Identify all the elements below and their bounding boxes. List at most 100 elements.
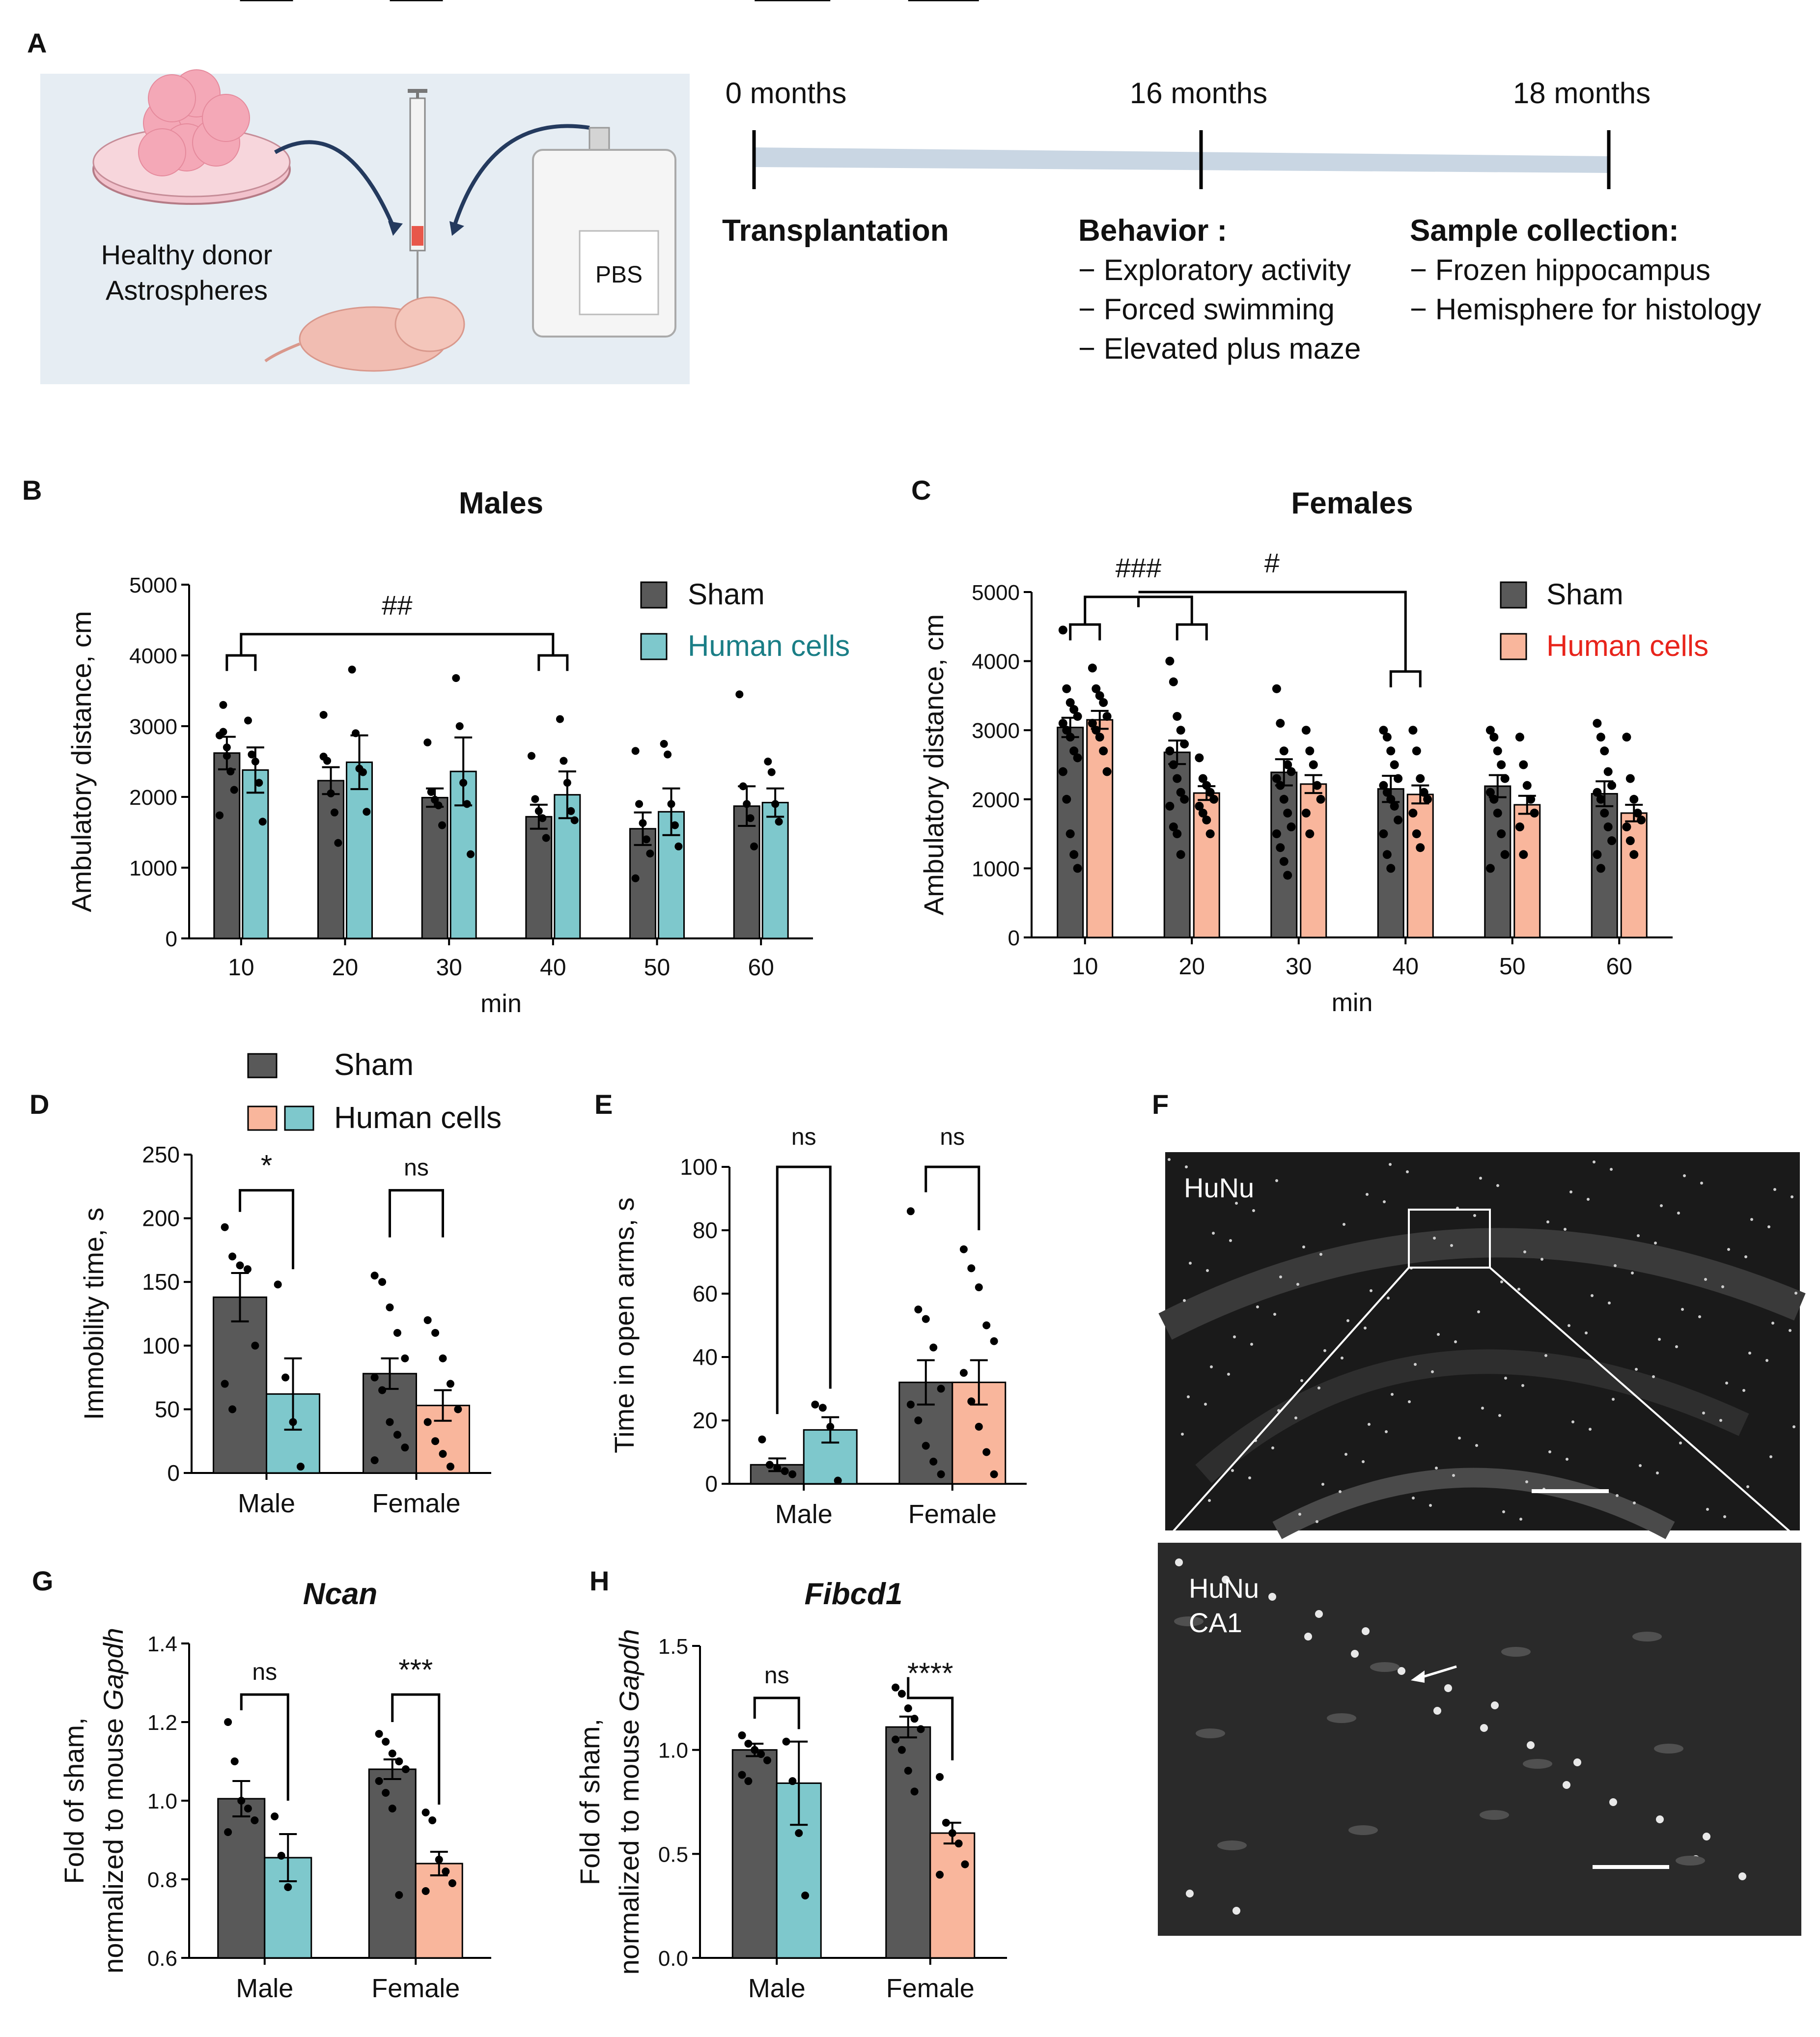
data-point <box>739 782 747 791</box>
comparison-bracket <box>240 633 555 655</box>
nucleus-dot <box>1256 1305 1259 1308</box>
y-tick-label: 150 <box>142 1269 180 1295</box>
data-point <box>1058 719 1067 728</box>
data-point <box>1102 712 1112 721</box>
nucleus-dot <box>1591 1294 1594 1297</box>
data-point <box>446 1380 454 1388</box>
nucleus-dot <box>1398 1667 1405 1675</box>
data-point <box>929 1343 938 1352</box>
y-tick-label: 0.8 <box>147 1868 177 1892</box>
y-axis-label: Time in open arms, s <box>609 1197 640 1453</box>
data-point <box>788 1777 797 1785</box>
nucleus-dot <box>1368 1423 1371 1426</box>
data-point <box>370 1272 379 1280</box>
nucleus-dot <box>1475 1444 1478 1447</box>
y-axis-label: Immobility time, s <box>78 1208 109 1420</box>
data-point <box>1500 774 1510 783</box>
data-point <box>1625 774 1635 783</box>
data-point <box>1065 733 1075 742</box>
tissue-streak <box>1676 1856 1705 1866</box>
data-point <box>1165 801 1175 811</box>
timeline-event-item: − Elevated plus maze <box>1078 332 1361 365</box>
data-point <box>1062 726 1071 735</box>
bar <box>242 769 269 939</box>
data-point <box>639 819 647 827</box>
data-point <box>1386 864 1396 873</box>
data-point <box>904 1767 912 1775</box>
data-point <box>230 786 238 794</box>
data-point <box>423 1418 432 1426</box>
data-point <box>892 1683 900 1692</box>
data-point <box>534 807 543 815</box>
data-point <box>538 814 547 822</box>
nucleus-dot <box>1660 1204 1663 1207</box>
data-point <box>1408 808 1418 818</box>
data-point <box>248 750 256 759</box>
data-point <box>743 800 751 808</box>
nucleus-dot <box>1321 1483 1324 1486</box>
data-point <box>1279 746 1288 756</box>
nucleus-dot <box>1571 1420 1574 1423</box>
nucleus-dot <box>1546 1220 1549 1223</box>
legend-swatch-sham <box>1500 581 1527 609</box>
bottle-label <box>579 230 659 315</box>
nucleus-dot <box>1654 1242 1657 1245</box>
significance-label: * <box>261 1149 272 1182</box>
data-point <box>1485 864 1495 873</box>
nucleus-dot <box>1656 1471 1659 1474</box>
significance-bracket <box>907 1677 954 1760</box>
data-point <box>1099 698 1108 707</box>
y-tick-label: 1.0 <box>658 1739 688 1763</box>
x-tick-label: 60 <box>748 955 774 981</box>
data-point <box>922 1442 930 1450</box>
data-point <box>771 800 780 808</box>
significance-label: # <box>1264 547 1280 578</box>
data-point <box>527 752 535 760</box>
data-point <box>531 795 539 803</box>
significance-bracket <box>391 1693 441 1805</box>
data-point <box>904 1704 912 1712</box>
data-point <box>1202 815 1211 824</box>
nucleus-dot <box>1573 1758 1581 1766</box>
y-tick-label: 4000 <box>972 650 1020 674</box>
nucleus-dot <box>1585 1331 1588 1334</box>
bar <box>421 796 448 939</box>
nucleus-dot <box>1608 1301 1611 1304</box>
legend-label-sham: Sham <box>334 1048 414 1082</box>
nucleus-dot <box>1454 1340 1457 1343</box>
nucleus-dot <box>1548 1450 1551 1453</box>
nucleus-dot <box>1540 1258 1543 1261</box>
y-tick-label: 2000 <box>972 788 1020 812</box>
x-tick-label: Male <box>775 1499 833 1529</box>
data-point <box>906 1207 915 1216</box>
tissue-streak <box>1327 1713 1356 1723</box>
nucleus-dot <box>1681 1308 1684 1311</box>
data-point <box>1416 774 1425 783</box>
y-tick-label: 1.2 <box>147 1711 177 1735</box>
data-point <box>1205 829 1215 839</box>
data-point <box>244 716 252 725</box>
data-point <box>1279 794 1288 804</box>
data-point <box>914 1305 923 1314</box>
data-point <box>1062 684 1071 693</box>
x-tick-label: Female <box>908 1499 997 1529</box>
data-point <box>917 1725 925 1733</box>
data-point <box>401 1443 409 1452</box>
nucleus-dot <box>1658 1338 1661 1341</box>
data-point <box>1069 850 1079 859</box>
data-point <box>274 1280 282 1289</box>
nucleus-dot <box>1391 1393 1394 1396</box>
nucleus-dot <box>1568 1324 1570 1327</box>
legend-label-human: Human cells <box>688 629 850 662</box>
data-point <box>1065 829 1075 839</box>
data-point <box>244 1805 252 1812</box>
data-point <box>990 1470 998 1478</box>
timeline-month-label: 16 months <box>1130 77 1267 110</box>
nucleus-dot <box>1229 1239 1232 1242</box>
nucleus-dot <box>1610 1168 1613 1171</box>
nucleus-dot <box>1268 1593 1276 1601</box>
nucleus-dot <box>1210 1365 1213 1368</box>
chart-C: 0 1000 2000 3000 4000 5000 Ambulatory distance… <box>918 486 1708 1017</box>
